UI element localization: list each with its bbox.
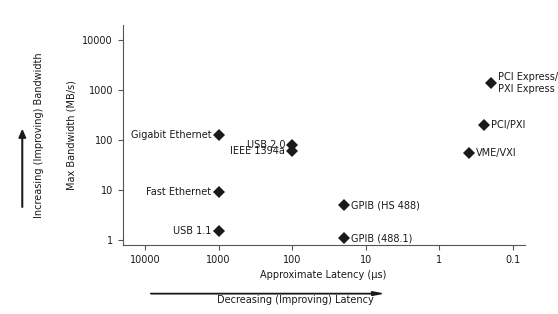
Text: GPIB (488.1): GPIB (488.1) [350, 233, 412, 243]
Text: PCI/PXI: PCI/PXI [490, 120, 525, 130]
Text: Fast Ethernet: Fast Ethernet [147, 187, 211, 198]
Y-axis label: Max Bandwidth (MB/s): Max Bandwidth (MB/s) [67, 80, 77, 190]
Text: GPIB (HS 488): GPIB (HS 488) [350, 200, 420, 210]
Text: Gigabit Ethernet: Gigabit Ethernet [131, 130, 211, 140]
Text: Increasing (Improving) Bandwidth: Increasing (Improving) Bandwidth [34, 52, 44, 218]
Text: Decreasing (Improving) Latency: Decreasing (Improving) Latency [218, 295, 374, 305]
Text: IEEE 1394a: IEEE 1394a [230, 146, 285, 156]
Text: USB 1.1: USB 1.1 [173, 226, 211, 236]
Text: VME/VXI: VME/VXI [476, 148, 516, 158]
Text: USB 2.0: USB 2.0 [247, 140, 285, 150]
X-axis label: Approximate Latency (µs): Approximate Latency (µs) [261, 270, 387, 280]
Text: PCI Express/
PXI Express (x4): PCI Express/ PXI Express (x4) [498, 72, 558, 94]
